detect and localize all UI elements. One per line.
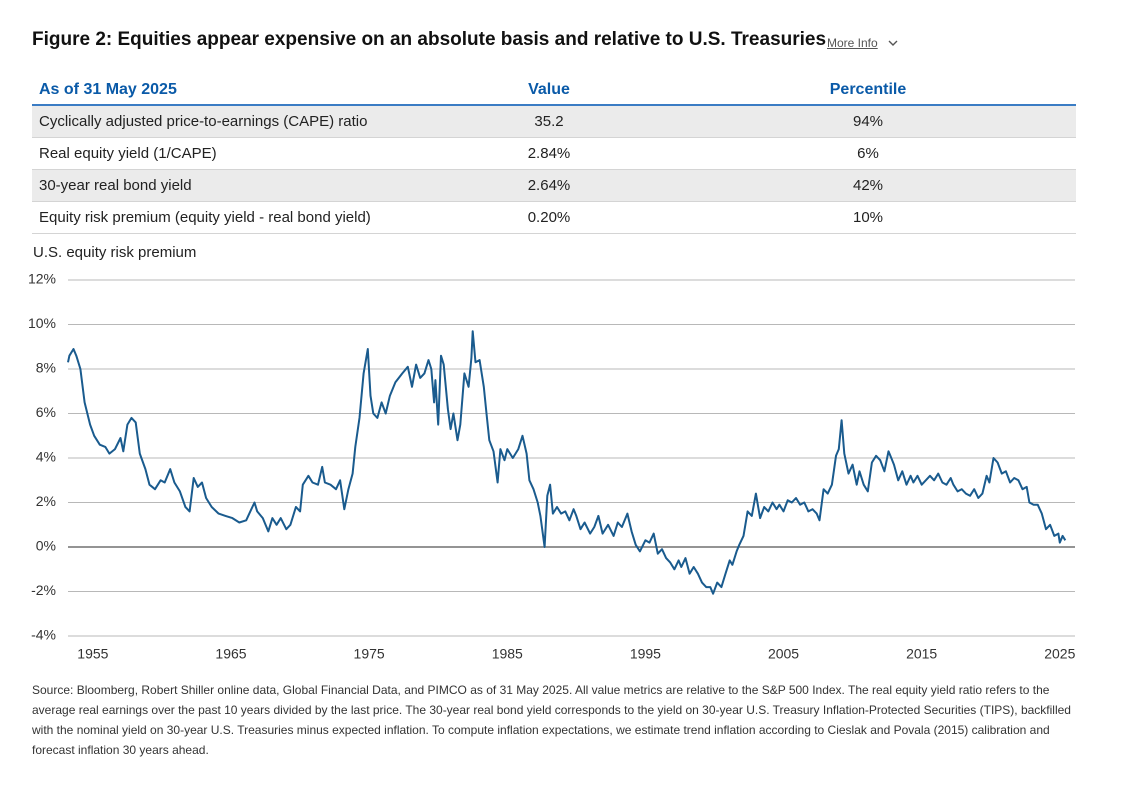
figure-title: Figure 2: Equities appear expensive on a… bbox=[32, 29, 827, 50]
table-row: Real equity yield (1/CAPE) 2.84% 6% bbox=[32, 137, 1076, 170]
line-series bbox=[67, 330, 1067, 595]
x-tick-label: 2015 bbox=[906, 646, 937, 662]
y-tick-label: 6% bbox=[36, 404, 56, 420]
table-cell: 2.84% bbox=[438, 137, 660, 170]
summary-table: As of 31 May 2025 Value Percentile Cyclical… bbox=[32, 75, 1076, 234]
x-tick-label: 1975 bbox=[354, 646, 385, 662]
table-cell: Equity risk premium (equity yield - real… bbox=[32, 201, 438, 234]
chart-title: U.S. equity risk premium bbox=[33, 244, 196, 261]
y-tick-label: 10% bbox=[28, 315, 56, 331]
table-cell: Cyclically adjusted price-to-earnings (C… bbox=[32, 105, 438, 138]
y-tick-label: 0% bbox=[36, 538, 56, 554]
table-row: Cyclically adjusted price-to-earnings (C… bbox=[32, 105, 1076, 138]
x-tick-label: 1985 bbox=[492, 646, 523, 662]
y-tick-label: 12% bbox=[28, 271, 56, 287]
x-tick-label: 1955 bbox=[77, 646, 108, 662]
table-cell: 35.2 bbox=[438, 105, 660, 138]
column-header: Percentile bbox=[660, 75, 1076, 106]
y-tick-label: 2% bbox=[36, 493, 56, 509]
table-cell: 2.64% bbox=[438, 169, 660, 202]
x-tick-label: 2005 bbox=[768, 646, 799, 662]
column-header: Value bbox=[438, 75, 660, 106]
chart: U.S. equity risk premium -4% -2% 0% 2% 4% 6% 8… bbox=[28, 244, 1076, 662]
y-tick-label: -4% bbox=[31, 627, 56, 643]
y-tick-label: -2% bbox=[31, 582, 56, 598]
table-cell: 94% bbox=[660, 105, 1076, 138]
table-row: Equity risk premium (equity yield - real… bbox=[32, 201, 1076, 234]
y-tick-label: 8% bbox=[36, 360, 56, 376]
table-cell: 0.20% bbox=[438, 201, 660, 234]
table-cell: 10% bbox=[660, 201, 1076, 234]
table-cell: 42% bbox=[660, 169, 1076, 202]
x-tick-label: 2025 bbox=[1044, 646, 1075, 662]
table-row: 30-year real bond yield 2.64% 42% bbox=[32, 169, 1076, 202]
table-cell: 6% bbox=[660, 137, 1076, 170]
chevron-icon[interactable] bbox=[887, 38, 899, 48]
x-tick-label: 1995 bbox=[630, 646, 661, 662]
more-info-link[interactable]: More Info bbox=[827, 36, 878, 50]
source-note: Source: Bloomberg, Robert Shiller online… bbox=[32, 683, 1071, 757]
table-cell: 30-year real bond yield bbox=[32, 169, 438, 202]
table-cell: Real equity yield (1/CAPE) bbox=[32, 137, 438, 170]
column-header: As of 31 May 2025 bbox=[32, 75, 438, 106]
x-tick-label: 1965 bbox=[215, 646, 246, 662]
header-row: As of 31 May 2025 Value Percentile bbox=[32, 75, 1076, 106]
y-tick-label: 4% bbox=[36, 449, 56, 465]
